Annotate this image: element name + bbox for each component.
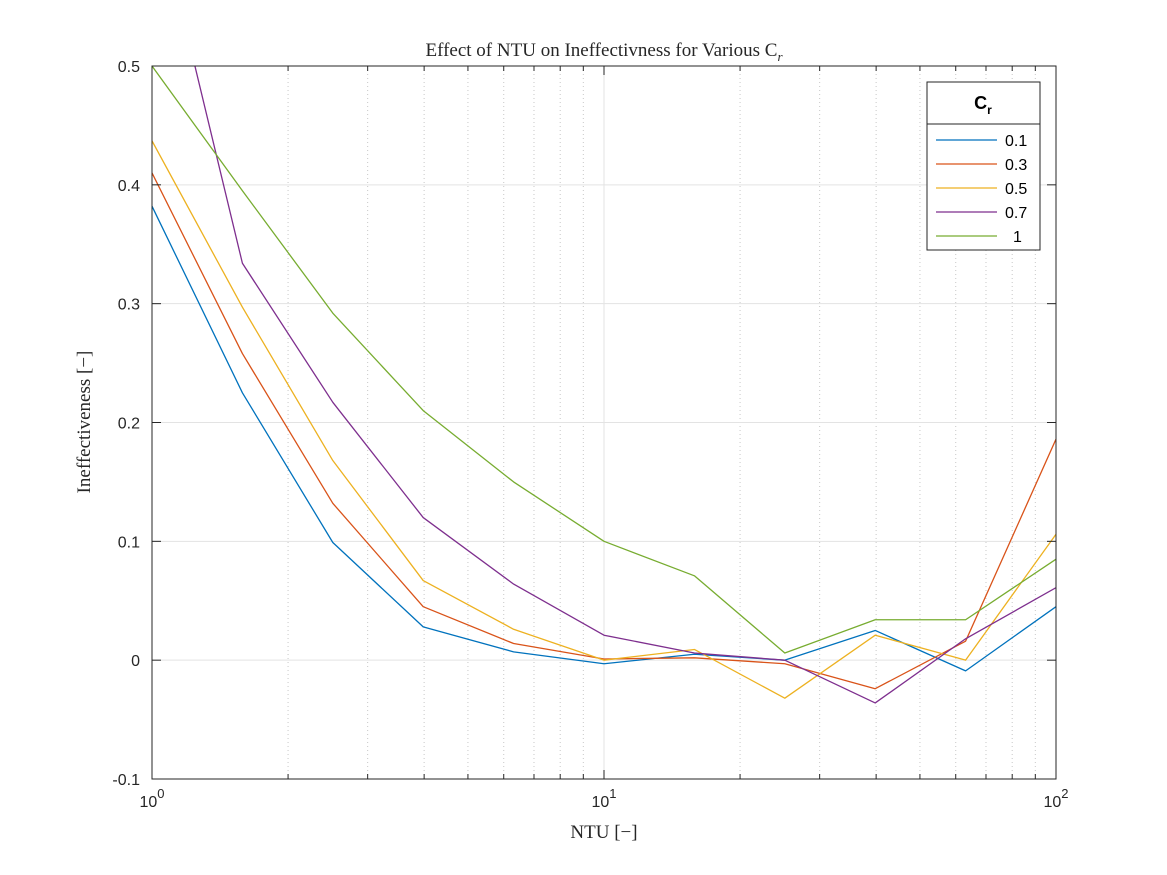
x-tick-label-base: 10 xyxy=(1043,794,1061,811)
x-tick-label: 100 xyxy=(139,786,164,811)
y-tick-label: -0.1 xyxy=(112,772,140,789)
x-tick-label: 102 xyxy=(1043,786,1068,811)
legend-label-4: 0.7 xyxy=(1005,205,1027,222)
x-tick-label-exponent: 2 xyxy=(1061,786,1068,801)
y-tick-label: 0.5 xyxy=(118,59,140,76)
series-line-3 xyxy=(152,140,1056,699)
series-line-5 xyxy=(152,66,1056,654)
x-axis-label: NTU [−] xyxy=(570,822,637,843)
legend-box xyxy=(926,81,1041,251)
series-line-4 xyxy=(194,66,1056,704)
y-tick-label: 0.4 xyxy=(118,178,140,195)
y-tick-label: 0.2 xyxy=(118,416,140,433)
legend-title: Cr xyxy=(974,93,992,117)
legend-label-1: 0.1 xyxy=(1005,133,1027,150)
legend-label-3: 0.5 xyxy=(1005,181,1027,198)
series-group xyxy=(152,66,1056,704)
series-line-2 xyxy=(152,172,1056,690)
y-tick-labels: -0.1 0 0.1 0.2 0.3 0.4 0.5 xyxy=(112,59,140,789)
y-tick-label: 0.3 xyxy=(118,297,140,314)
legend-label-2: 0.3 xyxy=(1005,157,1027,174)
x-tick-label-exponent: 0 xyxy=(157,786,164,801)
legend-title-main: C xyxy=(974,93,987,113)
chart-title-main: Effect of NTU on Ineffectivness for Vari… xyxy=(426,40,778,61)
y-tick-label: 0 xyxy=(131,653,140,670)
y-tick-label: 0.1 xyxy=(118,534,140,551)
x-tick-label-base: 10 xyxy=(139,794,157,811)
axis-ticks xyxy=(151,65,1057,780)
y-axis-label: Ineffectiveness [−] xyxy=(74,351,95,494)
x-tick-label-exponent: 1 xyxy=(609,786,616,801)
legend-label-5: 1 xyxy=(1005,229,1022,246)
legend: Cr 0.1 0.3 0.5 0.7 1 xyxy=(926,81,1041,251)
chart-title: Effect of NTU on Ineffectivness for Vari… xyxy=(426,40,784,64)
legend-title-subscript: r xyxy=(987,103,992,117)
chart-title-subscript: r xyxy=(777,49,783,64)
x-tick-label-base: 10 xyxy=(591,794,609,811)
legend-entries: 0.1 0.3 0.5 0.7 1 xyxy=(936,133,1027,246)
x-tick-label: 101 xyxy=(591,786,616,811)
